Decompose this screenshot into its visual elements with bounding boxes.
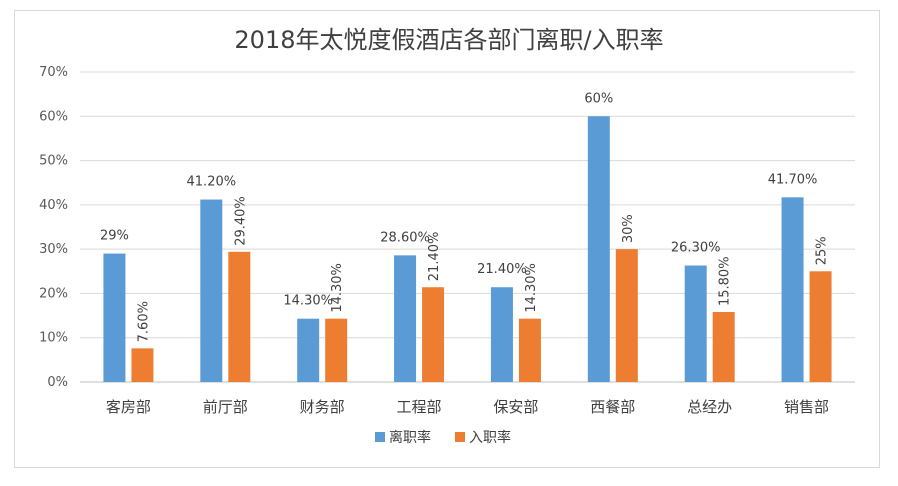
bar-lizhi-6 [684, 265, 707, 382]
y-tick-label: 0% [47, 375, 68, 390]
y-tick-label: 60% [39, 109, 68, 124]
legend-label-1: 入职率 [469, 429, 511, 446]
legend-label-0: 离职率 [389, 429, 431, 446]
x-axis-categories: 客房部 前厅部 财务部 工程部 保安部 西餐部 总经办 销售部 [106, 398, 829, 416]
category-label-2: 财务部 [300, 398, 345, 416]
category-label-4: 保安部 [493, 398, 538, 416]
bar-ruzhi-0 [131, 348, 154, 382]
bar-ruzhi-6 [712, 312, 735, 382]
category-label-0: 客房部 [106, 398, 151, 416]
bar-ruzhi-1 [228, 251, 251, 382]
category-label-7: 销售部 [784, 398, 829, 416]
chart-frame [14, 10, 880, 468]
gridlines [80, 71, 855, 383]
category-label-1: 前厅部 [203, 398, 248, 416]
data-label-lizhi-3: 28.60% [380, 230, 430, 245]
data-labels: 29%7.60%41.20%29.40%14.30%14.30%28.60%21… [100, 91, 830, 342]
data-label-ruzhi-3: 21.40% [427, 232, 442, 282]
y-axis-ticks: 0% 10% 20% 30% 40% 50% 60% 70% [39, 65, 68, 390]
category-label-6: 总经办 [687, 398, 732, 416]
chart-title: 2018年太悦度假酒店各部门离职/入职率 [234, 26, 663, 54]
y-tick-label: 10% [39, 331, 68, 346]
category-label-5: 西餐部 [590, 398, 635, 416]
data-label-lizhi-6: 26.30% [671, 241, 721, 256]
bar-lizhi-2 [297, 318, 320, 382]
legend: 离职率 入职率 [375, 429, 511, 446]
bar-ruzhi-3 [422, 287, 445, 382]
data-label-lizhi-1: 41.20% [187, 175, 237, 190]
bar-lizhi-7 [781, 197, 804, 382]
category-label-3: 工程部 [397, 398, 442, 416]
bar-lizhi-4 [490, 287, 513, 382]
y-tick-label: 70% [39, 65, 68, 80]
bar-lizhi-5 [587, 116, 610, 383]
y-tick-label: 30% [39, 242, 68, 257]
data-label-lizhi-7: 41.70% [768, 172, 818, 187]
y-tick-label: 20% [39, 286, 68, 301]
data-label-ruzhi-0: 7.60% [136, 301, 151, 342]
data-label-ruzhi-6: 15.80% [718, 256, 733, 306]
bar-lizhi-1 [200, 199, 223, 382]
legend-swatch-1 [455, 432, 465, 442]
y-tick-label: 40% [39, 198, 68, 213]
bars [103, 116, 832, 383]
bar-ruzhi-7 [809, 271, 832, 382]
data-label-lizhi-2: 14.30% [283, 294, 333, 309]
data-label-lizhi-4: 21.40% [477, 262, 527, 277]
data-label-lizhi-5: 60% [584, 91, 613, 106]
data-label-ruzhi-2: 14.30% [330, 263, 345, 313]
bar-lizhi-3 [394, 255, 417, 382]
bar-ruzhi-4 [518, 318, 541, 382]
y-tick-label: 50% [39, 154, 68, 169]
data-label-ruzhi-7: 25% [815, 236, 830, 265]
legend-swatch-0 [375, 432, 385, 442]
bar-lizhi-0 [103, 253, 126, 382]
data-label-ruzhi-1: 29.40% [233, 196, 248, 246]
data-label-ruzhi-4: 14.30% [524, 263, 539, 313]
data-label-lizhi-0: 29% [100, 229, 129, 244]
data-label-ruzhi-5: 30% [621, 214, 636, 243]
bar-ruzhi-5 [615, 249, 638, 382]
bar-ruzhi-2 [325, 318, 348, 382]
